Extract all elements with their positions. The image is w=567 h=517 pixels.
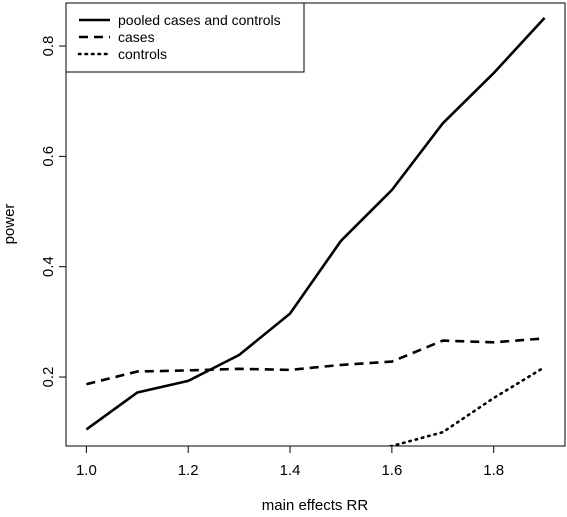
y-axis: 0.2 0.4 0.6 0.8 bbox=[40, 36, 66, 388]
x-axis-title: main effects RR bbox=[262, 497, 369, 514]
series-line-dashed bbox=[86, 337, 545, 386]
x-tick-label: 1.0 bbox=[76, 462, 97, 479]
y-tick-label: 0.4 bbox=[40, 256, 57, 277]
y-tick-label: 0.8 bbox=[40, 36, 57, 57]
y-axis-title: power bbox=[1, 204, 18, 245]
x-axis: 1.0 1.2 1.4 1.6 1.8 bbox=[76, 446, 504, 479]
x-tick-label: 1.6 bbox=[381, 462, 402, 479]
legend-box bbox=[65, 2, 305, 73]
plot-frame bbox=[65, 2, 566, 447]
x-tick-label: 1.2 bbox=[178, 462, 199, 479]
series-line-solid bbox=[85, 17, 546, 431]
x-tick-label: 1.4 bbox=[280, 462, 301, 479]
y-tick-label: 0.2 bbox=[40, 367, 57, 388]
series-line-dotted bbox=[381, 365, 546, 446]
series-layer bbox=[85, 17, 546, 446]
legend-label: pooled cases and controls bbox=[118, 12, 281, 28]
legend-label: controls bbox=[118, 46, 167, 62]
x-tick-label: 1.8 bbox=[483, 462, 504, 479]
y-tick-label: 0.6 bbox=[40, 146, 57, 167]
legend-label: cases bbox=[118, 29, 155, 45]
